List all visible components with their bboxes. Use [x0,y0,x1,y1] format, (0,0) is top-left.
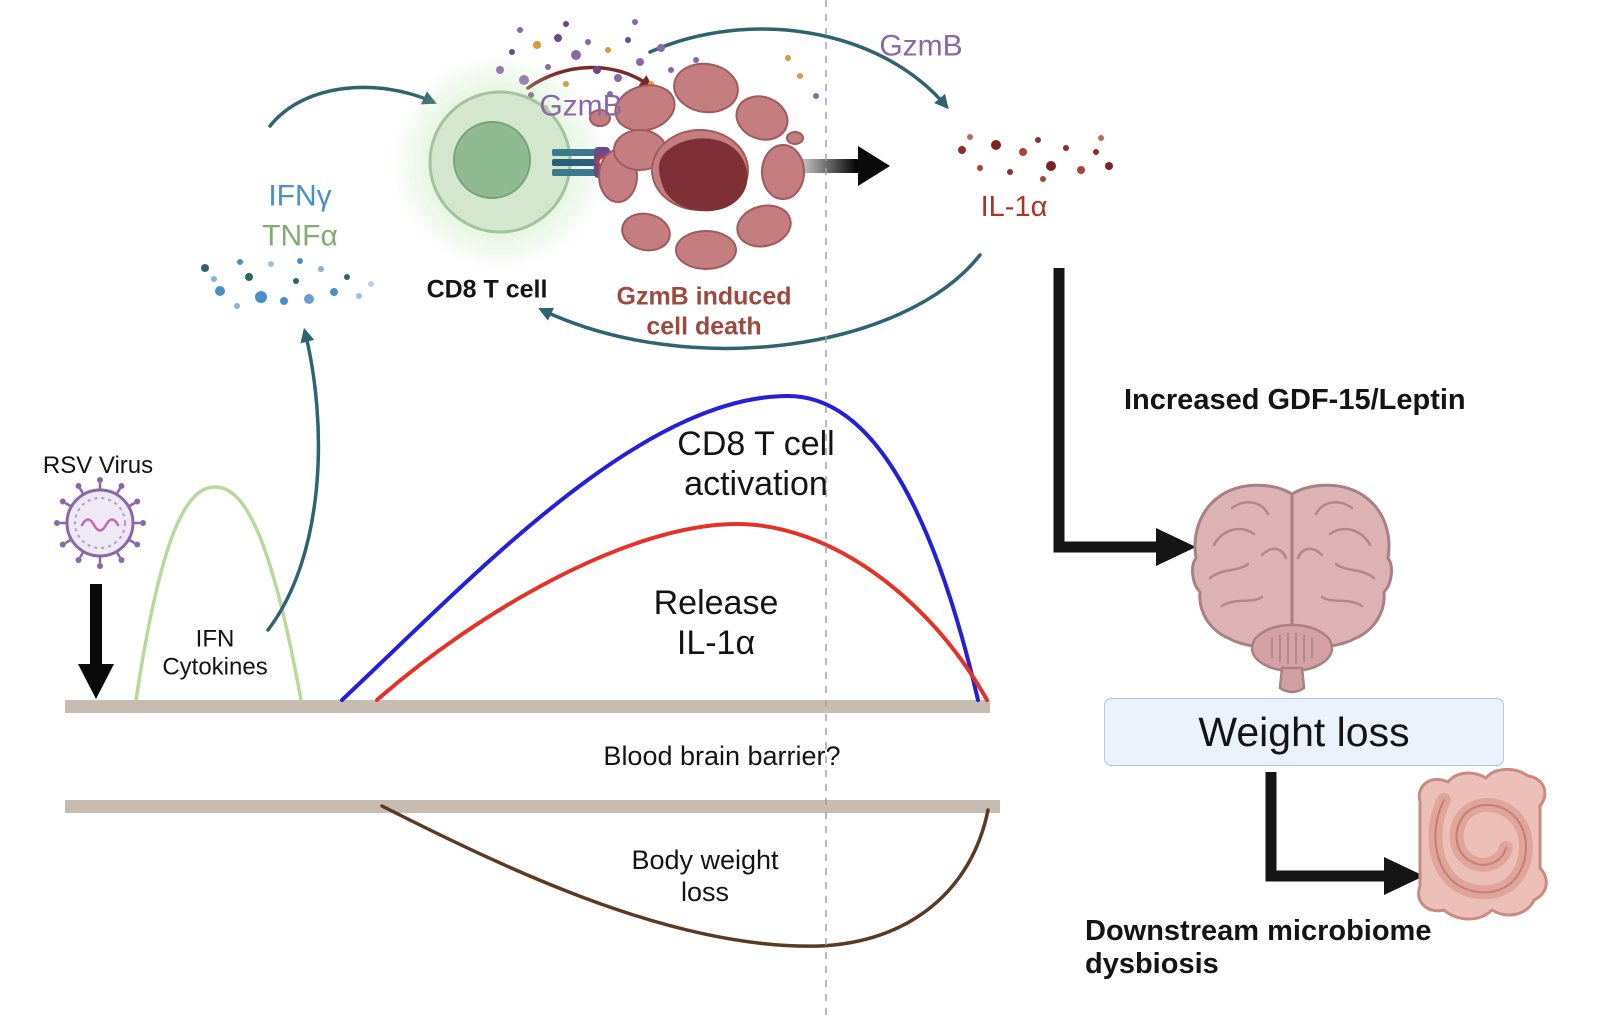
curve-ifn-cytokines [134,485,303,702]
weight-loss-box: Weight loss [1104,698,1504,766]
curve-cd8-activation [340,393,980,702]
label-cd8-activation-curve: CD8 T cell activation [677,424,835,503]
dying-cell-icon [589,62,805,270]
arrow-to-cd8-cell [268,85,437,128]
label-release-il1a: Release IL-1α [653,583,779,662]
arrow-weightloss-to-gut [1265,772,1424,895]
gut-icon [1417,768,1548,921]
label-il1a: IL-1α [980,190,1048,223]
label-rsv-virus: RSV Virus [42,451,154,479]
rsv-virus-icon [54,477,146,569]
label-ifn-cytokines: IFN Cytokines [162,625,268,681]
curve-body-weight-loss [380,804,990,948]
il1a-dots [958,134,1113,182]
label-weight-loss: Weight loss [1198,708,1410,755]
label-ifn-gamma: IFNγ [268,179,332,213]
label-downstream-dysbiosis: Downstream microbiome dysbiosis [1085,915,1432,981]
rsv-down-arrow [78,584,114,699]
label-blood-brain-barrier: Blood brain barrier? [603,741,841,772]
label-gzmb-release: GzmB [879,29,963,63]
label-gzmb-induced-cell-death: GzmB induced cell death [616,282,792,341]
brain-icon [1191,483,1393,694]
arrow-gzmb-to-il1a [648,27,949,110]
label-increased-gdf15-leptin: Increased GDF-15/Leptin [1124,384,1466,416]
bbb-top-bar [65,700,990,713]
cd8-t-cell-icon [392,54,610,270]
label-cd8-t-cell: CD8 T cell [426,275,548,304]
label-tnf-alpha: TNFα [262,219,338,253]
arrow-il1a-to-brain [1053,268,1196,566]
bbb-bottom-bar [65,800,1000,813]
curve-il1a-release [375,521,989,702]
label-body-weight-loss: Body weight loss [631,845,779,907]
arrow-feedback-to-cd8 [538,253,982,351]
arrow-cytokines-up [266,327,321,632]
cytokine-dots [201,258,374,309]
label-gzmb-near-cell: GzmB [539,89,623,123]
